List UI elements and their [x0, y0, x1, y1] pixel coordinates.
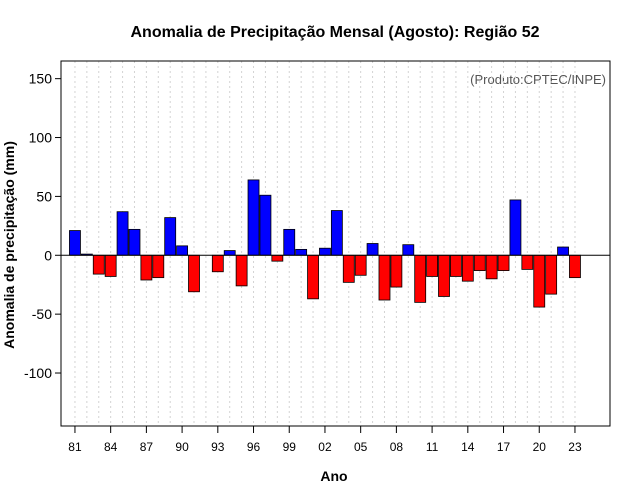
x-tick-label: 02 [318, 440, 332, 454]
x-tick-label: 99 [283, 440, 297, 454]
x-tick-label: 08 [390, 440, 404, 454]
x-axis: 81 84 87 90 93 96 99 02 05 08 11 14 17 20 23 [68, 426, 582, 454]
plot-frame [60, 60, 611, 427]
bar-1990 [176, 245, 188, 256]
chart-title: Anomalia de Precipitação Mensal (Agosto)… [131, 24, 540, 41]
bar-2011 [426, 254, 439, 277]
bar-2013 [450, 254, 462, 277]
bar-1991 [188, 254, 200, 293]
x-tick-label: 81 [68, 440, 82, 454]
x-tick-label: 14 [461, 440, 475, 454]
bar-1996 [247, 179, 260, 256]
bar-2012 [438, 254, 450, 297]
bar-1983 [92, 254, 105, 275]
x-tick-label: 20 [533, 440, 547, 454]
bar-2007 [378, 254, 391, 301]
bar-2010 [414, 254, 427, 303]
bar-1985 [116, 211, 129, 256]
y-tick-label: 150 [29, 71, 53, 87]
bar-2009 [402, 244, 415, 256]
bar-2000 [295, 248, 308, 256]
bar-1998 [271, 254, 284, 262]
y-axis: -100 -50 0 50 100 150 [24, 71, 61, 381]
bar-2008 [390, 254, 403, 288]
bar-1994 [223, 250, 236, 256]
bar-2001 [307, 254, 319, 300]
bar-1987 [140, 254, 153, 281]
bar-2014 [461, 254, 474, 282]
x-tick-label: 23 [568, 440, 582, 454]
bar-2003 [330, 210, 343, 256]
bar-1984 [104, 254, 117, 277]
bar-2018 [509, 199, 522, 256]
y-axis-label: Anomalia de precipitação (mm) [1, 141, 17, 349]
x-tick-label: 93 [211, 440, 225, 454]
bar-1981 [69, 230, 81, 256]
bar-2019 [521, 254, 534, 270]
y-tick-label: -50 [32, 306, 52, 322]
x-tick-label: 90 [175, 440, 189, 454]
x-tick-label: 05 [354, 440, 368, 454]
bar-1988 [152, 254, 165, 279]
bar-2021 [545, 254, 558, 295]
bars [69, 179, 581, 308]
bar-2023 [569, 254, 581, 279]
grid-lines [74, 61, 576, 426]
bar-2017 [497, 254, 510, 271]
x-axis-label: Ano [320, 468, 347, 484]
x-tick-label: 84 [104, 440, 118, 454]
bar-2002 [319, 247, 331, 256]
bar-2016 [485, 254, 498, 280]
credit-label: (Produto:CPTEC/INPE) [470, 72, 606, 87]
bar-1986 [128, 228, 141, 256]
bar-2004 [342, 254, 355, 283]
x-tick-label: 87 [140, 440, 154, 454]
bar-2015 [473, 254, 486, 271]
y-tick-label: 0 [44, 247, 52, 263]
y-tick-label: 100 [29, 130, 53, 146]
bar-1997 [259, 194, 272, 256]
bar-1999 [283, 228, 296, 256]
x-tick-label: 11 [426, 440, 439, 454]
bar-2006 [366, 243, 379, 256]
x-tick-label: 17 [497, 440, 511, 454]
bar-1989 [164, 217, 177, 256]
y-tick-label: 50 [36, 188, 52, 204]
y-tick-label: -100 [24, 365, 52, 381]
bar-1993 [211, 254, 224, 273]
bar-1995 [235, 254, 248, 287]
bar-2005 [354, 254, 367, 276]
x-tick-label: 96 [247, 440, 261, 454]
bar-2022 [557, 246, 569, 256]
bar-2020 [533, 254, 546, 308]
